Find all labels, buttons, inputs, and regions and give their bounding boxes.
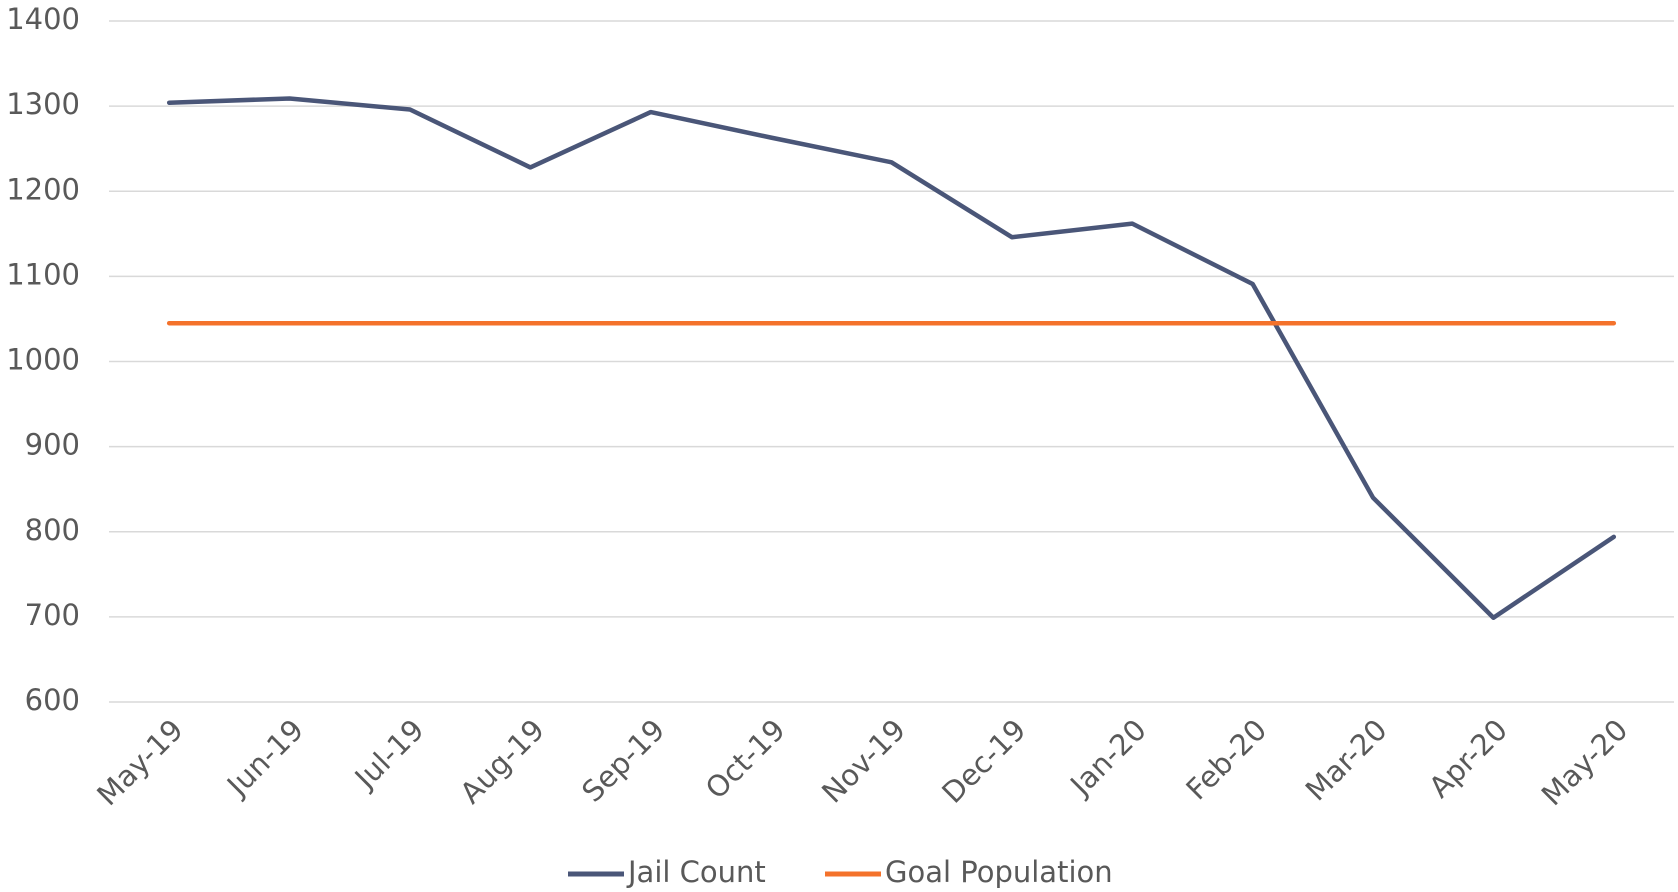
y-tick-label: 1400 <box>6 2 80 36</box>
y-tick-label: 1200 <box>6 172 80 206</box>
line-series <box>166 96 1617 620</box>
x-tick-label: May-20 <box>1535 713 1635 813</box>
x-tick-label: Apr-20 <box>1422 713 1514 805</box>
x-tick-label: Feb-20 <box>1179 713 1273 807</box>
x-tick-label: Oct-19 <box>699 713 792 806</box>
y-tick-label: 600 <box>25 683 80 717</box>
legend-label: Goal Population <box>885 855 1113 889</box>
y-tick-label: 1000 <box>6 343 80 377</box>
x-tick-label: Sep-19 <box>575 713 671 809</box>
y-tick-label: 1300 <box>6 87 80 121</box>
x-tick-label: Mar-20 <box>1299 713 1394 808</box>
y-tick-label: 1100 <box>6 257 80 291</box>
y-tick-label: 800 <box>25 513 80 547</box>
x-tick-label: Nov-19 <box>815 713 912 810</box>
y-tick-label: 700 <box>25 598 80 632</box>
x-tick-label: Jul-19 <box>347 713 431 797</box>
x-tick-label: Jan-20 <box>1062 713 1153 804</box>
x-tick-label: Dec-19 <box>935 713 1032 810</box>
legend-label: Jail Count <box>626 855 766 889</box>
x-tick-label: Aug-19 <box>453 713 551 811</box>
x-tick-label: May-19 <box>90 713 190 813</box>
x-tick-label: Jun-19 <box>219 713 310 804</box>
y-tick-label: 900 <box>25 428 80 462</box>
